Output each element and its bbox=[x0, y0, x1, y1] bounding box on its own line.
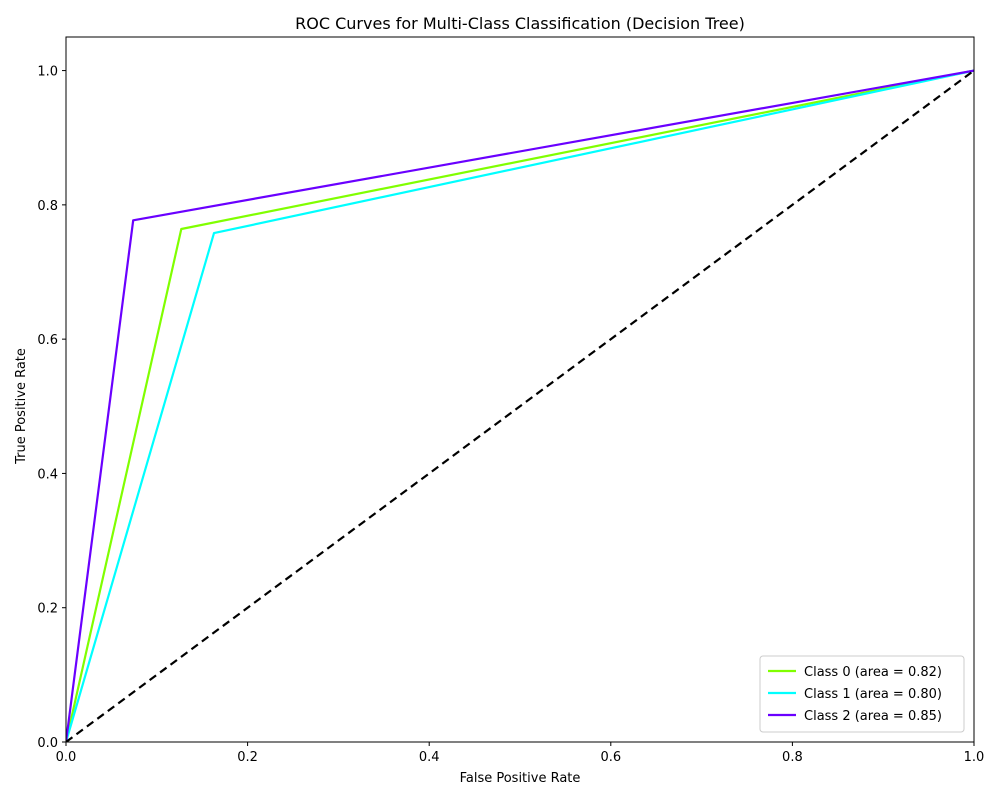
y-tick-label: 0.6 bbox=[37, 333, 58, 348]
y-tick-label: 1.0 bbox=[37, 65, 58, 80]
y-tick-label: 0.2 bbox=[37, 602, 58, 617]
y-tick-label: 0.8 bbox=[37, 199, 58, 214]
y-axis-title: True Positive Rate bbox=[14, 348, 29, 465]
plot-area bbox=[66, 69, 974, 742]
y-tick-label: 0.4 bbox=[37, 467, 58, 482]
chart-title: ROC Curves for Multi-Class Classificatio… bbox=[295, 14, 745, 33]
x-axis-title: False Positive Rate bbox=[460, 771, 581, 786]
legend-box bbox=[759, 655, 965, 733]
axes: 0.0 0.2 0.4 0.6 0.8 1.0 0.0 0.2 0.4 0.6 0.8 1.0 bbox=[37, 36, 985, 765]
series-line-class-2 bbox=[66, 69, 974, 742]
x-tick-label: 0.0 bbox=[56, 750, 77, 765]
plot-frame bbox=[65, 36, 975, 743]
series-line-class-1 bbox=[66, 69, 974, 742]
legend-label-class-0: Class 0 (area = 0.82) bbox=[804, 665, 942, 680]
series-line-class-0 bbox=[66, 69, 974, 742]
legend-label-class-2: Class 2 (area = 0.85) bbox=[804, 709, 942, 724]
x-tick-label: 0.8 bbox=[782, 750, 803, 765]
legend-label-class-1: Class 1 (area = 0.80) bbox=[804, 687, 942, 702]
series-group bbox=[66, 69, 974, 742]
legend: Class 0 (area = 0.82) Class 1 (area = 0.8… bbox=[759, 655, 965, 733]
x-tick-label: 1.0 bbox=[964, 750, 985, 765]
x-tick-label: 0.2 bbox=[237, 750, 258, 765]
y-tick-label: 0.0 bbox=[37, 736, 58, 751]
x-tick-label: 0.4 bbox=[419, 750, 440, 765]
reference-diagonal-line bbox=[66, 69, 974, 742]
x-tick-label: 0.6 bbox=[600, 750, 621, 765]
